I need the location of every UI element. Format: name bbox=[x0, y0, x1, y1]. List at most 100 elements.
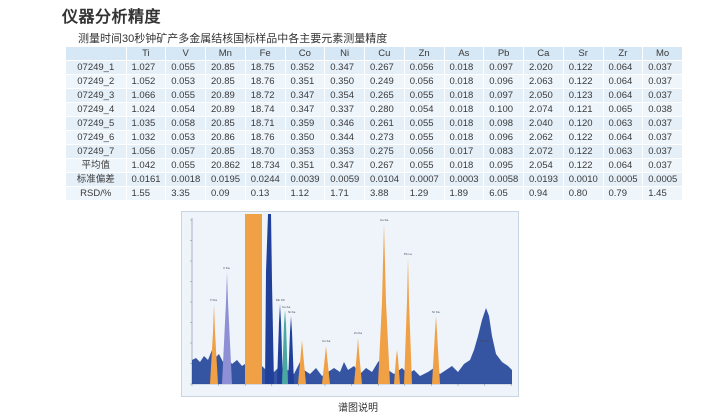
table-cell: 0.057 bbox=[165, 144, 206, 159]
table-cell: 0.058 bbox=[165, 116, 206, 131]
peak-label: Co Ka bbox=[282, 305, 291, 309]
table-cell: 0.064 bbox=[603, 158, 644, 173]
table-row: 07249_6 1.032 0.053 20.86 18.76 0.350 0.344 0.2… bbox=[66, 130, 683, 145]
header-cell: Pb bbox=[483, 46, 524, 61]
table-cell: 2.040 bbox=[523, 116, 564, 131]
table-cell: 0.122 bbox=[563, 130, 604, 145]
table-cell: 0.037 bbox=[642, 116, 683, 131]
table-cell: 18.71 bbox=[245, 116, 286, 131]
spectrum-peak-ni-navy bbox=[288, 316, 294, 384]
peak-label: Cu Ka bbox=[322, 339, 331, 343]
table-cell: 0.0010 bbox=[563, 172, 604, 187]
table-cell: 0.09 bbox=[205, 186, 246, 200]
table-cell: 0.056 bbox=[404, 60, 445, 75]
table-cell: 3.35 bbox=[165, 186, 206, 200]
table-cell: 0.0058 bbox=[483, 172, 524, 187]
table-cell: 0.346 bbox=[324, 116, 365, 131]
table-cell: 0.347 bbox=[324, 60, 365, 75]
table-cell: 0.018 bbox=[444, 116, 485, 131]
table-cell: 0.037 bbox=[642, 130, 683, 145]
table-cell: 0.80 bbox=[563, 186, 604, 200]
table-cell: 18.75 bbox=[245, 60, 286, 75]
table-cell: 18.76 bbox=[245, 130, 286, 145]
table-cell: 0.018 bbox=[444, 102, 485, 117]
table-cell: 1.035 bbox=[126, 116, 167, 131]
table-cell: 0.037 bbox=[642, 74, 683, 89]
table-cell: 0.055 bbox=[404, 88, 445, 103]
spectrum-peak-labels: Ti Ka V Ka Mn Kb Co Ka Ni Ka Cu Ka Zn Ka… bbox=[210, 218, 489, 343]
table-subtitle: 测量时间30秒钟矿产多金属结核国标样品中各主要元素测量精度 bbox=[78, 33, 388, 45]
table-cell: 0.347 bbox=[285, 102, 326, 117]
table-cell: 0.098 bbox=[483, 116, 524, 131]
table-cell: 0.064 bbox=[603, 130, 644, 145]
table-cell: 0.0003 bbox=[444, 172, 485, 187]
table-row: 07249_3 1.066 0.055 20.89 18.72 0.347 0.354 0.2… bbox=[66, 88, 683, 103]
table-cell: 18.74 bbox=[245, 102, 286, 117]
peak-label: V Ka bbox=[223, 266, 230, 270]
spectrum-peak-mn-fe bbox=[245, 214, 262, 384]
spectrum-peak-cu-kb bbox=[404, 258, 412, 384]
table-cell: 2.062 bbox=[523, 130, 564, 145]
table-cell: 20.86 bbox=[205, 130, 246, 145]
table-cell: 1.027 bbox=[126, 60, 167, 75]
table-cell: 20.85 bbox=[205, 74, 246, 89]
table-cell: 2.054 bbox=[523, 158, 564, 173]
table-cell: 0.096 bbox=[483, 130, 524, 145]
table-cell: 0.055 bbox=[404, 158, 445, 173]
table-cell: 20.862 bbox=[205, 158, 246, 173]
row-label: 平均值 bbox=[66, 158, 127, 173]
table-cell: 0.096 bbox=[483, 74, 524, 89]
table-cell: 0.353 bbox=[285, 144, 326, 159]
table-cell: 2.050 bbox=[523, 88, 564, 103]
table-row: 07249_7 1.056 0.057 20.85 18.70 0.353 0.353 0.2… bbox=[66, 144, 683, 159]
header-cell: Mo bbox=[642, 46, 683, 61]
table-cell: 0.353 bbox=[324, 144, 365, 159]
table-cell: 0.037 bbox=[642, 88, 683, 103]
spectrum-peak-ti bbox=[210, 304, 218, 384]
table-cell: 1.45 bbox=[642, 186, 683, 200]
spectrum-peak-v-purple bbox=[222, 272, 232, 384]
row-label: 07249_5 bbox=[66, 116, 127, 131]
table-cell: 0.0195 bbox=[205, 172, 246, 187]
table-cell: 0.280 bbox=[364, 102, 405, 117]
table-row: 平均值 1.042 0.055 20.862 18.734 0.351 0.347 0.267… bbox=[66, 158, 683, 173]
table-cell: 0.123 bbox=[563, 88, 604, 103]
table-cell: 0.0244 bbox=[245, 172, 286, 187]
table-cell: 0.097 bbox=[483, 60, 524, 75]
header-cell: Zr bbox=[603, 46, 644, 61]
table-cell: 1.032 bbox=[126, 130, 167, 145]
table-cell: 0.064 bbox=[603, 60, 644, 75]
spectrum-chart: Ti Ka V Ka Mn Kb Co Ka Ni Ka Cu Ka Zn Ka… bbox=[181, 211, 519, 397]
table-cell: 0.065 bbox=[603, 102, 644, 117]
table-cell: 0.0018 bbox=[165, 172, 206, 187]
header-cell: Ca bbox=[523, 46, 564, 61]
table-cell: 0.273 bbox=[364, 130, 405, 145]
table-cell: 0.037 bbox=[642, 144, 683, 159]
x-ticks bbox=[191, 384, 512, 386]
table-cell: 0.122 bbox=[563, 158, 604, 173]
table-cell: 20.89 bbox=[205, 102, 246, 117]
table-cell: 0.120 bbox=[563, 116, 604, 131]
header-cell: Sr bbox=[563, 46, 604, 61]
table-cell: 0.0005 bbox=[603, 172, 644, 187]
table-cell: 2.063 bbox=[523, 74, 564, 89]
table-cell: 0.097 bbox=[483, 88, 524, 103]
header-cell: Zn bbox=[404, 46, 445, 61]
table-cell: 0.0007 bbox=[404, 172, 445, 187]
table-cell: 0.037 bbox=[642, 158, 683, 173]
table-cell: 0.267 bbox=[364, 60, 405, 75]
spectrum-caption: 谱图说明 bbox=[338, 403, 378, 414]
table-row: 07249_2 1.052 0.053 20.85 18.76 0.351 0.350 0.2… bbox=[66, 74, 683, 89]
spectrum-peak-sr bbox=[432, 316, 440, 384]
peak-label: Ni Ka bbox=[288, 310, 296, 314]
table-cell: 18.72 bbox=[245, 88, 286, 103]
table-cell: 1.024 bbox=[126, 102, 167, 117]
table-cell: 0.267 bbox=[364, 158, 405, 173]
table-cell: 0.0059 bbox=[324, 172, 365, 187]
header-cell: Ni bbox=[324, 46, 365, 61]
row-label: RSD/% bbox=[66, 186, 127, 200]
table-cell: 0.94 bbox=[523, 186, 564, 200]
table-cell: 2.072 bbox=[523, 144, 564, 159]
header-corner bbox=[66, 46, 127, 61]
spectrum-peak-zn bbox=[354, 338, 362, 384]
